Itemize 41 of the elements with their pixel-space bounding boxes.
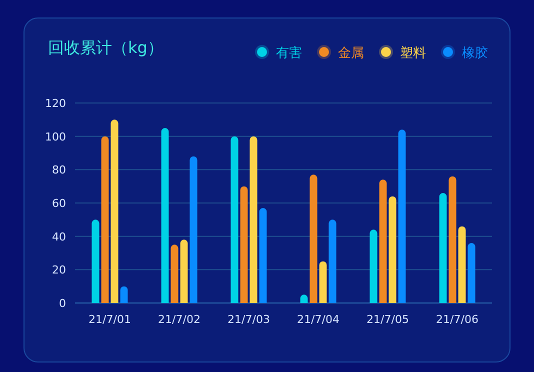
y-tick-label: 100 — [45, 130, 66, 144]
bar — [190, 156, 198, 303]
bar — [240, 186, 248, 303]
bar — [161, 128, 169, 303]
x-tick-label: 21/7/06 — [436, 313, 478, 326]
y-tick-label: 40 — [52, 230, 66, 244]
bar — [458, 226, 466, 303]
bar — [439, 193, 447, 303]
bar — [379, 180, 387, 303]
bar — [92, 220, 100, 303]
x-tick-label: 21/7/04 — [297, 313, 340, 326]
bar — [180, 240, 188, 303]
x-tick-label: 21/7/05 — [366, 313, 409, 326]
bar — [110, 120, 118, 303]
legend-label: 橡胶 — [462, 46, 488, 61]
bar — [468, 243, 476, 303]
legend-label: 塑料 — [400, 45, 426, 61]
bar — [319, 261, 327, 303]
x-tick-label: 21/7/02 — [158, 313, 200, 326]
legend-label: 有害 — [276, 45, 302, 61]
chart-title: 回收累计（kg） — [48, 38, 164, 57]
bar — [170, 244, 178, 303]
bar — [448, 176, 456, 303]
y-tick-label: 0 — [59, 297, 66, 310]
bar — [388, 196, 396, 303]
y-tick-label: 80 — [52, 164, 66, 177]
bar — [310, 174, 318, 303]
bar — [370, 230, 378, 303]
bar — [120, 286, 128, 303]
x-tick-label: 21/7/03 — [228, 313, 270, 326]
bar — [250, 136, 258, 303]
legend-label: 金属 — [338, 46, 364, 61]
bar — [101, 136, 109, 303]
y-tick-label: 120 — [45, 97, 66, 110]
y-tick-label: 60 — [52, 197, 66, 210]
bar — [398, 130, 406, 303]
x-tick-label: 21/7/01 — [88, 313, 131, 326]
y-tick-label: 20 — [52, 264, 66, 277]
bar — [328, 220, 336, 303]
bar — [230, 136, 238, 303]
bar — [259, 208, 267, 303]
